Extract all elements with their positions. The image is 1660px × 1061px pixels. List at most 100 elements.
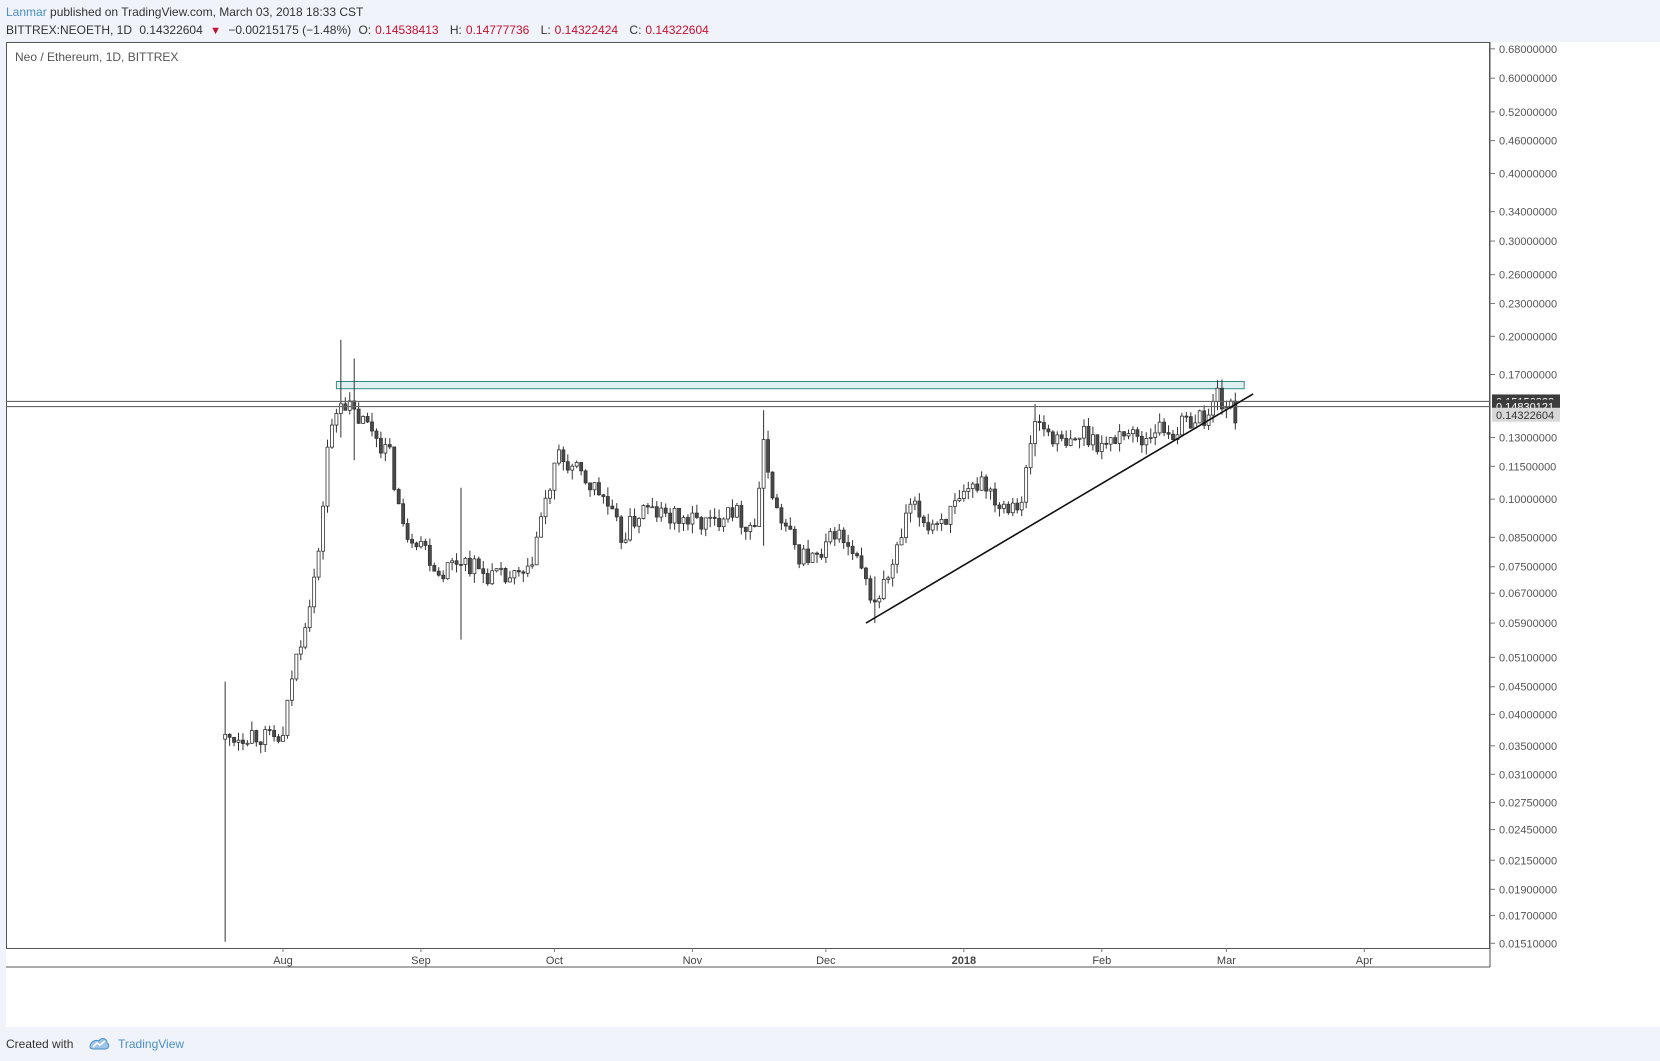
candle-body — [1122, 431, 1126, 437]
footer: Created with TradingView — [0, 1028, 1660, 1061]
candle-body — [534, 536, 539, 566]
candle-body — [775, 497, 779, 509]
candle-body — [975, 483, 980, 491]
publication-header: Lanmar published on TradingView.com, Mar… — [0, 0, 1660, 42]
candle-body — [490, 570, 495, 585]
candle-body — [1002, 503, 1006, 509]
candle-body — [419, 541, 423, 548]
candle-body — [997, 504, 1002, 509]
price-tick-label: 0.60000000 — [1499, 73, 1557, 85]
chart-container[interactable]: Neo / Ethereum, 1D, BITTREX 0.68000000 0.… — [6, 42, 1660, 1027]
candle-body — [334, 413, 339, 426]
candle-body — [605, 496, 610, 507]
candle-body — [583, 470, 588, 484]
open-value: 0.14538413 — [375, 23, 439, 37]
candle-body — [650, 506, 655, 509]
candle-body — [766, 439, 770, 473]
candle-body — [988, 488, 993, 492]
candle-body — [1077, 437, 1082, 440]
candle-body — [797, 544, 802, 565]
candle-body — [463, 557, 468, 565]
candle-body — [1131, 429, 1135, 435]
candle-body — [272, 730, 277, 738]
candle-body — [948, 505, 953, 525]
ascending-trendline[interactable] — [865, 393, 1254, 624]
candle-body — [850, 545, 855, 555]
candle-body — [614, 508, 619, 518]
candle-body — [1064, 437, 1069, 446]
candle-body — [944, 519, 948, 525]
candle-body — [236, 739, 241, 743]
price-tick-label: 0.05100000 — [1499, 652, 1557, 664]
candle-body — [597, 482, 601, 496]
candle-body — [628, 515, 632, 541]
candle-body — [904, 512, 908, 539]
price-chart[interactable]: Neo / Ethereum, 1D, BITTREX 0.680000000.… — [6, 42, 1660, 1027]
price-label-text: 0.14322604 — [1496, 410, 1554, 422]
candle-body — [846, 542, 851, 547]
candle-body — [895, 544, 899, 565]
candle-body — [454, 560, 459, 565]
candle-body — [232, 736, 236, 743]
candle-body — [1091, 434, 1095, 446]
candle-body — [1028, 443, 1033, 469]
candle-body — [1108, 437, 1113, 445]
time-tick-label: Mar — [1217, 955, 1236, 967]
price-axis[interactable]: 0.68000000 0.60000000 0.52000000 0.46000000… — [1490, 44, 1557, 950]
candle-body — [1153, 432, 1158, 438]
candle-body — [703, 517, 708, 530]
candle-body — [623, 539, 628, 543]
candle-body — [494, 568, 499, 572]
candle-body — [739, 505, 744, 528]
candle-body — [966, 488, 971, 492]
candle-body — [467, 557, 472, 575]
candle-body — [637, 518, 641, 527]
price-tick-label: 0.02450000 — [1499, 825, 1557, 837]
candle-body — [792, 528, 797, 546]
candle-body — [801, 548, 806, 565]
price-label-box — [1492, 407, 1560, 422]
candle-body — [619, 516, 624, 543]
candle-body — [227, 733, 232, 738]
candle-body — [303, 627, 308, 648]
candle-body — [868, 578, 873, 601]
candle-body — [1099, 442, 1104, 452]
candle-body — [543, 497, 548, 518]
candle-body — [383, 444, 388, 454]
candle-body — [1188, 416, 1193, 429]
time-axis[interactable]: Aug Sep Oct Nov Dec 2018 Feb Mar Apr — [273, 948, 1373, 967]
candle-body — [1162, 421, 1166, 433]
candle-body — [694, 512, 699, 518]
candle-body — [721, 518, 726, 528]
candle-body — [1073, 438, 1077, 441]
candle-body — [779, 507, 784, 524]
candle-body — [953, 500, 957, 507]
author-link[interactable]: Lanmar — [6, 5, 47, 19]
candle-body — [414, 542, 419, 548]
candle-body — [832, 531, 837, 540]
price-tick-label: 0.07500000 — [1499, 562, 1557, 574]
candle-body — [307, 606, 312, 629]
tradingview-link[interactable]: TradingView — [118, 1037, 185, 1051]
candle-body — [735, 505, 739, 518]
candle-body — [783, 522, 788, 527]
price-tick-label: 0.17000000 — [1499, 369, 1557, 381]
candle-body — [1171, 433, 1175, 440]
candle-body — [241, 739, 245, 744]
candle-body — [574, 462, 579, 467]
tradingview-logo-icon[interactable] — [88, 1035, 110, 1053]
candle-body — [770, 471, 775, 499]
candle-body — [828, 531, 833, 543]
time-tick-label: Sep — [411, 955, 431, 967]
price-tick-label: 0.08500000 — [1499, 532, 1557, 544]
candle-body — [748, 524, 753, 532]
candle-body — [499, 567, 503, 570]
candle-body — [1095, 434, 1100, 452]
candle-body — [810, 552, 815, 563]
resistance-zone-rectangle[interactable] — [335, 381, 1245, 390]
low-value: 0.14322424 — [554, 23, 619, 37]
candle-body — [405, 523, 410, 540]
candle-body — [646, 505, 650, 508]
candle-body — [557, 449, 561, 464]
price-tick-label: 0.03500000 — [1499, 741, 1557, 753]
